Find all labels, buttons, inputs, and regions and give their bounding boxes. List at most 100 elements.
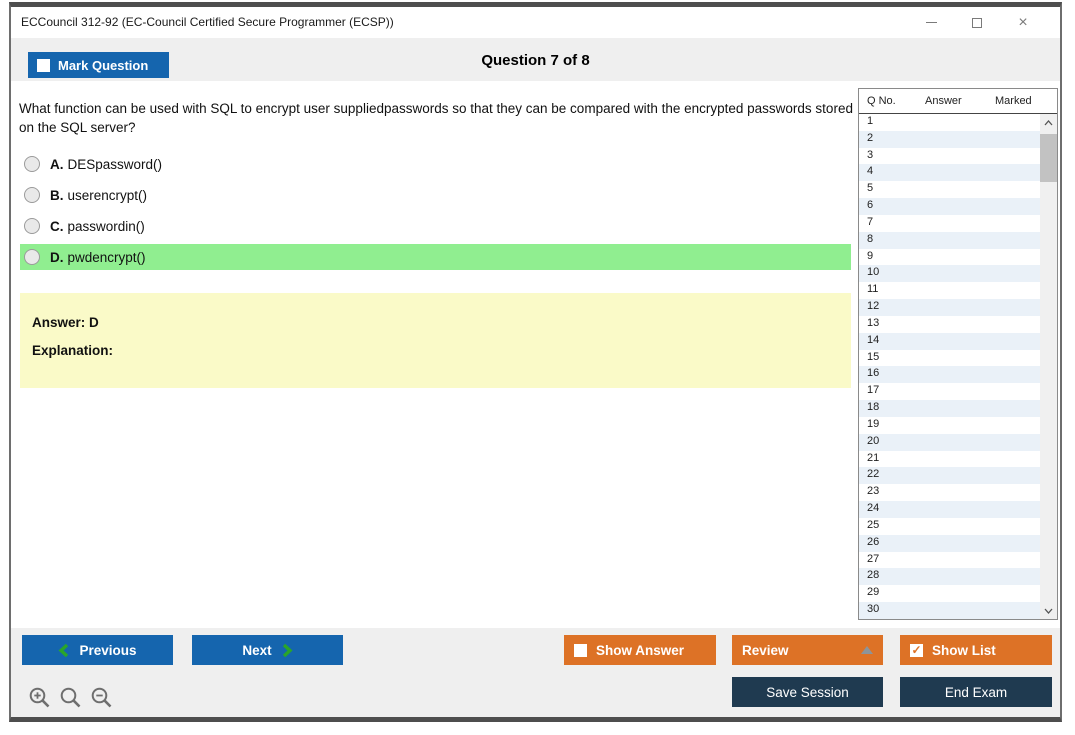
question-text: What function can be used with SQL to en… — [19, 101, 853, 135]
question-number: 27 — [867, 552, 880, 565]
review-button[interactable]: Review — [732, 635, 883, 665]
mark-question-button[interactable]: Mark Question — [28, 52, 169, 78]
radio-button-icon[interactable] — [24, 187, 40, 203]
question-list-row[interactable]: 10 — [859, 265, 1040, 283]
scroll-down-icon[interactable] — [1040, 602, 1057, 619]
show-answer-checkbox[interactable] — [574, 643, 587, 657]
option-letter: C. — [50, 218, 64, 234]
answer-option[interactable]: C. passwordin() — [20, 213, 851, 239]
question-list-row[interactable]: 7 — [859, 215, 1040, 232]
question-number: 13 — [867, 316, 880, 329]
question-number: 24 — [867, 502, 880, 515]
question-list-panel: Q No. Answer Marked 1 2 3 4 5 6 7 8 9 10 11 12 13 14 1… — [858, 88, 1058, 620]
radio-button-icon[interactable] — [24, 156, 40, 172]
question-list-row[interactable]: 4 — [859, 164, 1040, 182]
save-session-button[interactable]: Save Session — [732, 677, 883, 707]
minimize-button[interactable] — [908, 7, 954, 38]
answer-option[interactable]: A. DESpassword() — [20, 151, 851, 177]
question-number: 9 — [867, 249, 874, 262]
window-title: ECCouncil 312-92 (EC-Council Certified S… — [21, 15, 394, 29]
minimize-icon — [925, 22, 937, 23]
question-list-row[interactable]: 21 — [859, 451, 1040, 468]
question-list-row[interactable]: 16 — [859, 366, 1040, 384]
question-list-row[interactable]: 23 — [859, 484, 1040, 501]
question-list-rows: 1 2 3 4 5 6 7 8 9 10 11 12 13 14 15 16 17 18 19 20 21 22 23 24 2… — [859, 114, 1057, 619]
question-list-row[interactable]: 8 — [859, 231, 1040, 249]
close-button[interactable]: × — [1000, 7, 1046, 38]
question-list-row[interactable]: 24 — [859, 501, 1040, 518]
question-number: 5 — [867, 182, 874, 195]
zoom-toolbar — [28, 686, 114, 710]
answer-option[interactable]: B. userencrypt() — [20, 182, 851, 208]
question-number: 16 — [867, 367, 880, 380]
radio-button-icon[interactable] — [24, 249, 40, 265]
question-number: 8 — [867, 232, 874, 245]
next-label: Next — [242, 642, 272, 658]
explanation-label: Explanation: — [32, 343, 114, 358]
footer-bar: Previous Next Show Answer Review ✓ Show … — [11, 628, 1060, 717]
question-list-row[interactable]: 5 — [859, 181, 1040, 198]
question-list-row[interactable]: 22 — [859, 467, 1040, 485]
question-list-row[interactable]: 3 — [859, 148, 1040, 165]
close-icon: × — [1018, 13, 1028, 31]
question-list-row[interactable]: 11 — [859, 282, 1040, 299]
question-list-row[interactable]: 2 — [859, 130, 1040, 148]
question-number: 14 — [867, 333, 880, 346]
end-exam-button[interactable]: End Exam — [900, 677, 1052, 707]
show-answer-button[interactable]: Show Answer — [564, 635, 716, 665]
question-list-row[interactable]: 28 — [859, 568, 1040, 586]
show-list-button[interactable]: ✓ Show List — [900, 635, 1052, 665]
question-number: 29 — [867, 586, 880, 599]
question-list-body: 1 2 3 4 5 6 7 8 9 10 11 12 13 14 15 16 17 18 19 20 21 22 23 24 2… — [859, 114, 1057, 619]
zoom-in-icon[interactable] — [28, 686, 52, 710]
question-number: 12 — [867, 300, 880, 313]
window-controls: × — [908, 7, 1046, 38]
question-list-row[interactable]: 20 — [859, 433, 1040, 451]
previous-label: Previous — [79, 642, 137, 658]
question-list-row[interactable]: 17 — [859, 383, 1040, 400]
scroll-up-icon[interactable] — [1040, 114, 1057, 131]
question-list-row[interactable]: 27 — [859, 552, 1040, 569]
question-number: 26 — [867, 535, 880, 548]
mark-question-checkbox[interactable] — [37, 58, 50, 72]
question-list-row[interactable]: 18 — [859, 400, 1040, 417]
answer-option[interactable]: D. pwdencrypt() — [20, 244, 851, 270]
question-number: 1 — [867, 115, 874, 127]
radio-button-icon[interactable] — [24, 218, 40, 234]
question-counter: Question 7 of 8 — [481, 52, 590, 69]
review-label: Review — [742, 642, 789, 658]
question-list-row[interactable]: 13 — [859, 316, 1040, 333]
question-list-row[interactable]: 19 — [859, 417, 1040, 434]
next-button[interactable]: Next — [192, 635, 343, 665]
scrollbar[interactable] — [1040, 114, 1057, 619]
question-list-row[interactable]: 6 — [859, 198, 1040, 215]
question-list-row[interactable]: 29 — [859, 585, 1040, 602]
maximize-icon — [972, 17, 982, 28]
option-text: userencrypt() — [67, 187, 148, 203]
show-list-checkbox[interactable]: ✓ — [910, 643, 923, 657]
question-list-row[interactable]: 26 — [859, 534, 1040, 552]
question-number: 19 — [867, 417, 880, 430]
question-list-row[interactable]: 9 — [859, 249, 1040, 266]
question-number: 4 — [867, 165, 874, 178]
question-list-row[interactable]: 14 — [859, 332, 1040, 350]
zoom-reset-icon[interactable] — [59, 686, 83, 710]
question-list-header: Q No. Answer Marked — [859, 89, 1057, 114]
zoom-out-icon[interactable] — [90, 686, 114, 710]
title-bar: ECCouncil 312-92 (EC-Council Certified S… — [11, 7, 1060, 38]
question-list-row[interactable]: 25 — [859, 518, 1040, 535]
scroll-thumb[interactable] — [1040, 134, 1057, 182]
question-list-row[interactable]: 30 — [859, 602, 1040, 619]
question-number: 2 — [867, 131, 874, 144]
question-list-row[interactable]: 12 — [859, 299, 1040, 316]
chevron-left-icon — [58, 643, 69, 657]
previous-button[interactable]: Previous — [22, 635, 173, 665]
question-list-row[interactable]: 15 — [859, 350, 1040, 367]
option-letter: B. — [50, 187, 64, 203]
mark-question-label: Mark Question — [58, 57, 149, 73]
header-bar: Question 7 of 8 Mark Question — [11, 38, 1060, 81]
maximize-button[interactable] — [954, 7, 1000, 38]
question-list-row[interactable]: 1 — [859, 114, 1040, 131]
question-number: 25 — [867, 518, 880, 531]
option-letter: A. — [50, 156, 64, 172]
